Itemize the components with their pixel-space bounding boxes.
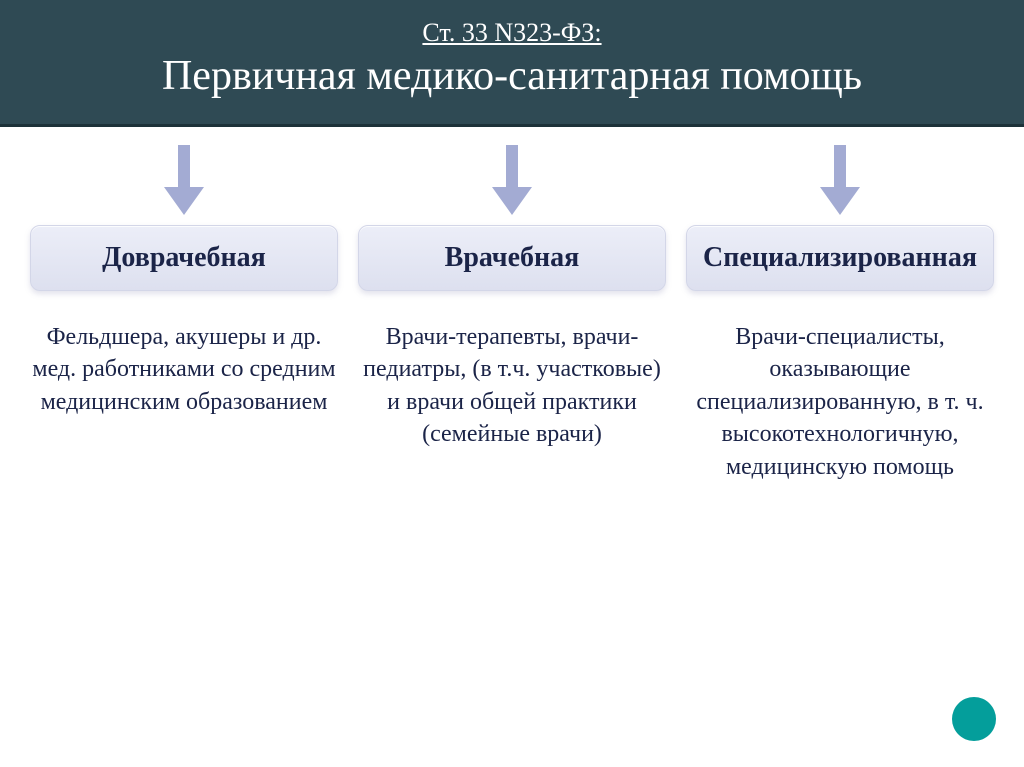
column-1: Доврачебная Фельдшера, акушеры и др. мед… [20,135,348,483]
header-title: Первичная медико-санитарная помощь [0,52,1024,100]
slide-header: Ст. 33 N323-ФЗ: Первичная медико-санитар… [0,0,1024,127]
category-box-3: Специализированная [686,225,994,291]
column-2: Врачебная Врачи-терапевты, врачи-педиатр… [348,135,676,483]
arrow-icon [820,135,860,225]
diagram-content: Доврачебная Фельдшера, акушеры и др. мед… [0,135,1024,483]
arrow-icon [492,135,532,225]
description-2: Врачи-терапевты, врачи-педиатры, (в т.ч.… [358,321,666,451]
description-1: Фельдшера, акушеры и др. мед. работникам… [30,321,338,418]
accent-dot [952,697,996,741]
header-subtitle: Ст. 33 N323-ФЗ: [0,18,1024,48]
column-3: Специализированная Врачи-специалисты, ок… [676,135,1004,483]
category-box-2: Врачебная [358,225,666,291]
description-3: Врачи-специалисты, оказывающие специализ… [686,321,994,483]
category-box-1: Доврачебная [30,225,338,291]
arrow-icon [164,135,204,225]
